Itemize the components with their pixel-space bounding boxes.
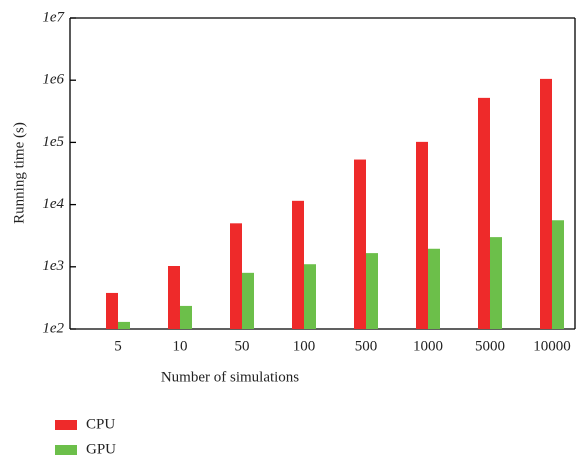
bar [118,321,130,329]
x-tick-label: 5000 [475,338,505,354]
bar [230,223,242,329]
bar [304,264,316,329]
legend-swatch [55,445,77,455]
bar [490,237,502,329]
bar [180,305,192,329]
y-axis-label: Running time (s) [11,122,27,224]
bar [540,78,552,330]
legend-label: GPU [86,441,116,457]
x-tick-label: 10 [173,338,188,354]
y-tick-label: 1e6 [42,72,64,88]
x-tick-label: 10000 [533,338,571,354]
y-tick-label: 1e5 [42,134,64,150]
x-tick-label: 1000 [413,338,443,354]
bar [366,253,378,329]
bar [354,159,366,329]
y-tick-label: 1e7 [42,9,65,25]
x-tick-label: 50 [235,338,250,354]
bar [106,292,118,329]
y-tick-label: 1e3 [42,258,64,274]
legend-swatch [55,420,77,430]
bar [168,266,180,329]
legend-label: CPU [86,416,115,432]
bar [242,272,254,329]
y-tick-label: 1e4 [42,196,64,212]
bar [416,141,428,329]
bar [428,248,440,329]
x-tick-label: 500 [355,338,378,354]
x-tick-label: 100 [293,338,316,354]
bar [552,220,564,329]
x-axis-label: Number of simulations [161,369,299,385]
y-tick-label: 1e2 [42,320,64,336]
x-tick-label: 5 [114,338,122,354]
bar [478,97,490,329]
bar [292,200,304,329]
